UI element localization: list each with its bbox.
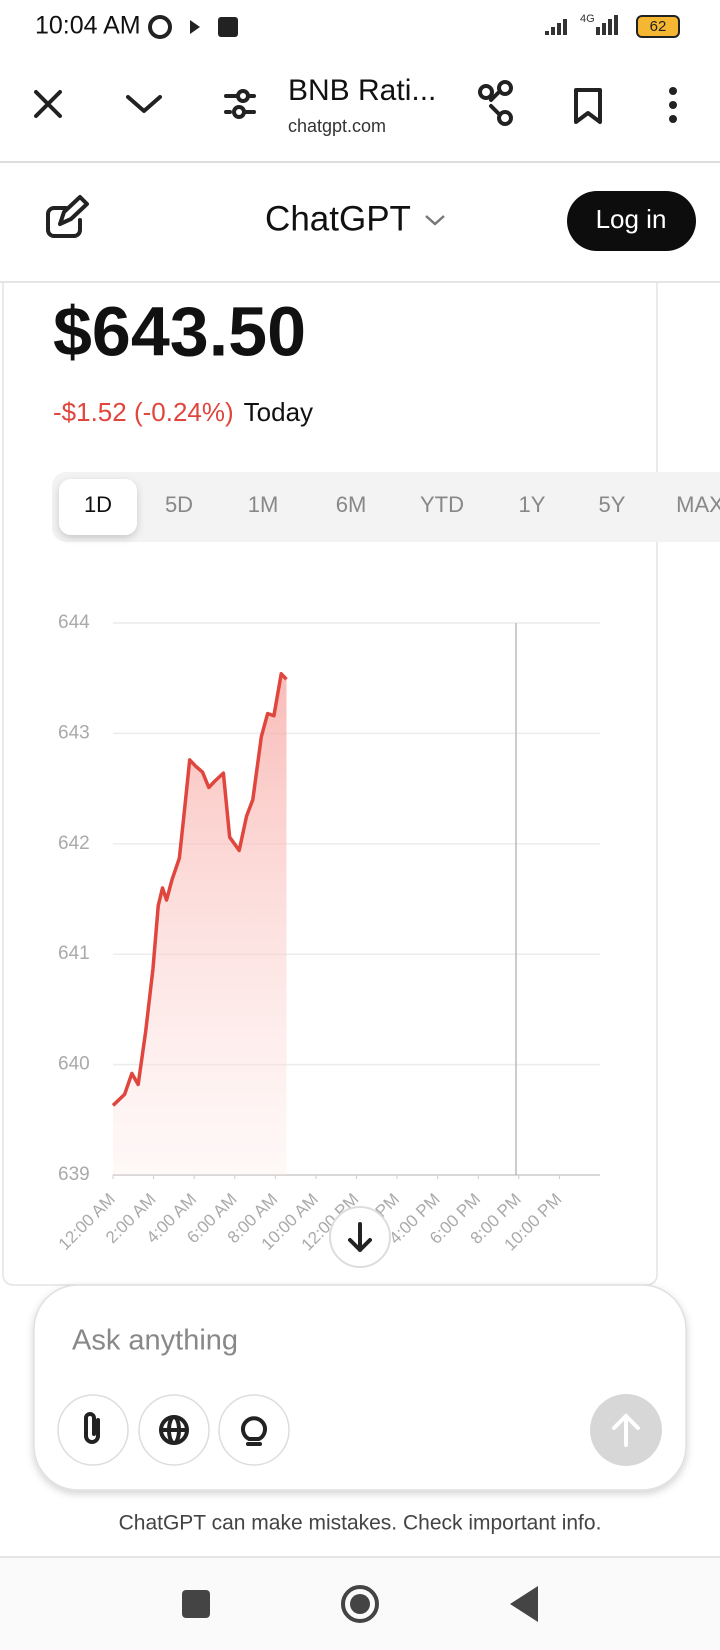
- range-tab-label[interactable]: 5D: [165, 492, 193, 517]
- back-button[interactable]: [510, 1586, 538, 1622]
- y-tick-label: 642: [58, 833, 90, 854]
- login-button[interactable]: [567, 191, 696, 251]
- site-settings-button[interactable]: [224, 94, 256, 114]
- globe-icon: [159, 1415, 189, 1445]
- status-time: 10:04 AM: [35, 12, 141, 40]
- input-box[interactable]: [33, 1284, 687, 1491]
- slider-knob: [232, 105, 246, 119]
- page-title: BNB Rati...: [288, 74, 436, 107]
- paperclip-icon: [84, 1412, 100, 1444]
- price-area: [113, 673, 287, 1175]
- y-tick-label: 643: [58, 722, 90, 743]
- disclaimer: ChatGPT can make mistakes. Check importa…: [119, 1512, 602, 1535]
- range-tab-label[interactable]: 6M: [336, 492, 367, 517]
- stock-card: [2, 282, 658, 1286]
- slider-knob: [236, 89, 250, 103]
- bookmark-button[interactable]: [574, 88, 602, 124]
- range-tab-label[interactable]: 1Y: [519, 492, 546, 517]
- send-icon: [612, 1413, 640, 1447]
- more-button[interactable]: [669, 87, 677, 123]
- range-tab-label[interactable]: 5Y: [599, 492, 626, 517]
- range-tab-label[interactable]: 1M: [248, 492, 279, 517]
- arrow-down-icon: [348, 1222, 372, 1252]
- x-tick-label: 12:00 AM: [55, 1190, 119, 1254]
- battery-level: 62: [650, 18, 667, 35]
- reason-button[interactable]: [218, 1394, 290, 1466]
- home-button[interactable]: [341, 1585, 379, 1623]
- battery-icon: [636, 15, 680, 38]
- range-tab-selected[interactable]: [59, 479, 137, 535]
- new-chat-button[interactable]: [46, 195, 89, 238]
- share-button[interactable]: [478, 80, 513, 126]
- range-tab-label[interactable]: 1D: [84, 492, 112, 517]
- signal-icon: [545, 15, 618, 35]
- y-tick-label: 644: [58, 612, 90, 633]
- y-tick-label: 640: [58, 1054, 90, 1075]
- login-label: Log in: [596, 204, 667, 234]
- range-tab-label[interactable]: YTD: [420, 492, 464, 517]
- y-tick-label: 641: [58, 943, 90, 964]
- close-button[interactable]: [34, 90, 62, 118]
- y-tick-label: 639: [58, 1164, 90, 1185]
- upload-icon: [218, 17, 238, 37]
- recents-button[interactable]: [182, 1590, 210, 1618]
- stock-change: -$1.52 (-0.24%): [53, 397, 234, 427]
- network-label: 4G: [580, 13, 595, 25]
- header-title[interactable]: ChatGPT: [265, 199, 411, 238]
- play-icon: [190, 20, 200, 34]
- range-tab-label[interactable]: MAX: [676, 492, 720, 517]
- bulb-icon: [241, 1416, 267, 1446]
- home-dot: [350, 1594, 370, 1614]
- price-line: [111, 672, 288, 1107]
- collapse-button[interactable]: [126, 95, 162, 113]
- model-chevron[interactable]: [425, 215, 445, 226]
- alarm-icon: [148, 15, 172, 39]
- page-url: chatgpt.com: [288, 116, 386, 136]
- input-placeholder: Ask anything: [72, 1325, 238, 1357]
- stock-period: Today: [244, 397, 313, 427]
- stock-price: $643.50: [53, 292, 306, 370]
- range-tabs: [52, 472, 720, 542]
